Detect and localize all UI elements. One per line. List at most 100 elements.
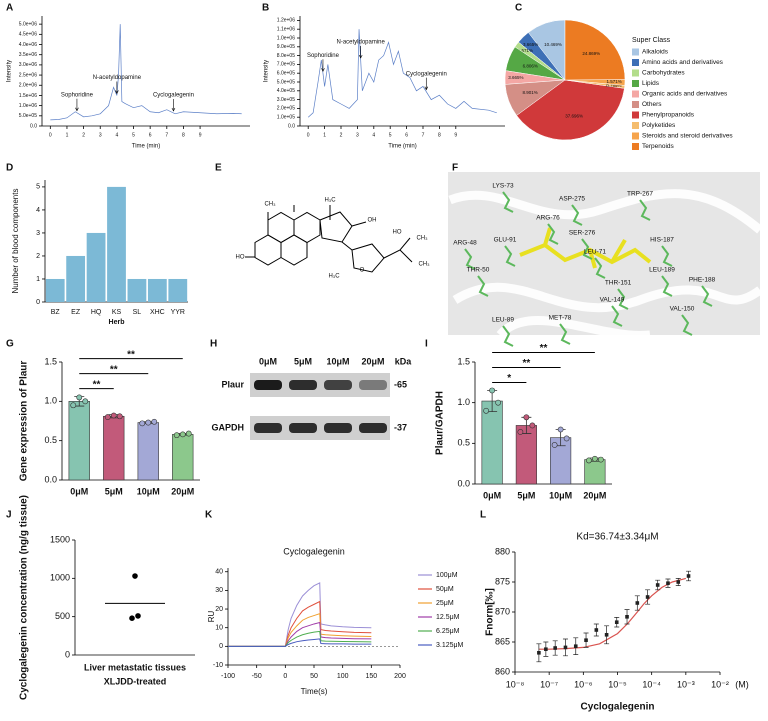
x-tick-label: 5μM	[105, 486, 123, 496]
y-tick-label: 1.5e+06	[19, 93, 37, 99]
y-tick-label: 2	[36, 253, 40, 260]
pie-slice	[516, 79, 625, 141]
y-axis-label: Plaur/GAPDH	[435, 391, 446, 455]
data-point	[517, 429, 524, 435]
data-point	[82, 398, 89, 405]
y-tick-label: 6.0e+05	[277, 71, 295, 77]
residue-label: THR-50	[467, 267, 490, 274]
y-tick-label: 1500	[50, 534, 70, 544]
annotation: N-acetyldopamine	[93, 75, 142, 81]
slice-label: 10.469%	[544, 42, 562, 47]
series-line	[50, 24, 242, 121]
annotation: Sophoridine	[307, 53, 340, 59]
data-point	[584, 638, 588, 642]
significance-label: **	[540, 343, 548, 354]
y-tick-label: 8.0e+05	[277, 53, 295, 59]
residue-label: LEU-71	[584, 249, 606, 256]
x-tick-label: 10⁻⁷	[540, 679, 558, 689]
annotation-arrowhead	[358, 54, 363, 59]
bar	[168, 278, 188, 302]
data-point	[573, 644, 578, 648]
y-axis-label: RU	[207, 611, 216, 623]
x-tick-label: 10⁻³	[677, 679, 695, 689]
x-tick-label: SL	[133, 309, 142, 316]
y-axis-label: Intensity	[264, 60, 270, 82]
annotation: N-acetyldopamine	[337, 40, 386, 46]
residue-label: MET-78	[549, 315, 572, 322]
residue-label: LEU-89	[492, 317, 514, 324]
data-point	[139, 420, 146, 427]
x-tick-label: 7	[422, 132, 425, 138]
annotation: Cyclogalegenin	[153, 93, 194, 99]
y-tick-label: 9.0e+05	[277, 44, 295, 50]
residue-label: GLU-91	[494, 237, 517, 244]
legend-label: Others	[642, 101, 662, 108]
data-point	[551, 442, 558, 448]
y-tick-label: 2.0e+06	[19, 83, 37, 89]
x-tick-label: -50	[252, 673, 262, 680]
y-tick-label: 0.0	[44, 474, 57, 484]
y-tick-label: 5.0e+05	[277, 79, 295, 85]
lane-label: 5μM	[294, 356, 312, 366]
y-tick-label: 4	[36, 207, 40, 214]
legend-label: 3.125μM	[436, 642, 464, 649]
y-tick-label: 880	[495, 546, 510, 556]
atom-label: OH	[368, 218, 377, 224]
data-point	[635, 601, 640, 605]
y-tick-label: 1.5	[44, 356, 57, 366]
y-tick-label: 1.0e+06	[19, 103, 37, 109]
y-tick-label: 870	[495, 606, 510, 616]
significance-label: **	[93, 379, 101, 390]
y-tick-label: 5.0e+05	[19, 113, 37, 119]
residue-stick	[639, 199, 651, 221]
x-tick-label: 1	[66, 132, 69, 138]
y-tick-label: 3.0e+05	[277, 97, 295, 103]
blot-band	[289, 380, 317, 390]
y-tick-label: 2.0e+05	[277, 106, 295, 112]
bar	[86, 232, 106, 302]
y-tick-label: 1.5	[457, 356, 470, 366]
residue-label: LEU-189	[649, 267, 675, 274]
lane-label: 10μM	[326, 356, 349, 366]
residue-stick	[661, 245, 673, 267]
y-tick-label: 0.5	[44, 435, 57, 445]
residue-label: ARG-48	[453, 240, 477, 247]
x-axis-unit: (M)	[735, 679, 749, 689]
annotation-arrowhead	[75, 107, 79, 112]
atom-label: H₃C	[324, 198, 336, 204]
x-axis-label: Herb	[109, 319, 125, 326]
series-line	[228, 638, 372, 647]
x-tick-label: 20μM	[171, 486, 194, 496]
legend-swatch	[632, 111, 639, 119]
data-point	[676, 580, 681, 584]
x-tick-label: 2	[82, 132, 85, 138]
atom-label: HO	[236, 255, 245, 261]
residue-stick	[701, 285, 713, 307]
x-axis-label: XLJDD-treated	[104, 676, 167, 686]
slice-label: 3.665%	[523, 42, 538, 47]
y-tick-label: 0	[219, 643, 223, 650]
x-tick-label: 0μM	[70, 486, 88, 496]
y-tick-label: 0.0	[30, 123, 37, 129]
row-label: GAPDH	[211, 422, 244, 432]
legend-label: Alkaloids	[642, 49, 669, 56]
ligand	[519, 227, 652, 269]
data-point	[604, 633, 609, 637]
data-point	[489, 387, 496, 394]
data-point	[483, 407, 490, 414]
bar	[68, 401, 90, 481]
blot-band	[359, 423, 387, 433]
residue-stick	[611, 305, 623, 327]
annotation-arrowhead	[171, 107, 176, 112]
data-point	[645, 595, 650, 599]
legend-label: 100μM	[436, 572, 458, 579]
slice-label: 6.806%	[523, 64, 538, 69]
residue-stick	[594, 257, 606, 279]
pie-slice	[564, 19, 626, 81]
bar	[103, 415, 125, 481]
x-tick-label: 10⁻²	[711, 679, 729, 689]
legend-swatch	[632, 48, 639, 56]
data-point	[563, 435, 570, 442]
data-point	[116, 413, 123, 420]
y-tick-label: 1.0e+06	[277, 35, 295, 41]
